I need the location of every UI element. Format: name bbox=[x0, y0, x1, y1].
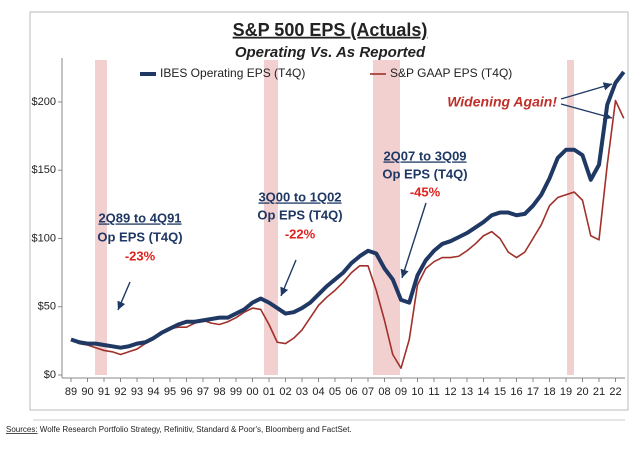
x-tick-label: 22 bbox=[609, 386, 621, 398]
x-tick-label: 18 bbox=[543, 386, 555, 398]
x-tick-label: 17 bbox=[527, 386, 539, 398]
x-tick-label: 09 bbox=[395, 386, 407, 398]
x-tick-label: 05 bbox=[329, 386, 341, 398]
annotation-period: 2Q89 to 4Q91 bbox=[98, 210, 181, 225]
x-tick-label: 13 bbox=[461, 386, 473, 398]
y-tick-label: $200 bbox=[32, 96, 56, 108]
arrow bbox=[280, 259, 297, 297]
arrow bbox=[400, 202, 427, 279]
y-tick-label: $150 bbox=[32, 164, 56, 176]
recession-band bbox=[373, 60, 400, 375]
x-tick-label: 02 bbox=[279, 386, 291, 398]
x-tick-label: 01 bbox=[263, 386, 275, 398]
annotation-metric: Op EPS (T4Q) bbox=[257, 207, 342, 222]
annotation-arrows bbox=[117, 82, 613, 311]
chart-subtitle: Operating Vs. As Reported bbox=[235, 44, 426, 61]
x-tick-label: 00 bbox=[246, 386, 258, 398]
annotation-change: -45% bbox=[410, 184, 441, 199]
legend-label: S&P GAAP EPS (T4Q) bbox=[390, 66, 512, 80]
annotation-metric: Op EPS (T4Q) bbox=[382, 166, 467, 181]
annotation-text: Widening Again! bbox=[447, 94, 557, 110]
x-tick-label: 98 bbox=[213, 386, 225, 398]
arrow bbox=[560, 103, 613, 120]
x-tick-label: 12 bbox=[444, 386, 456, 398]
y-tick-label: $0 bbox=[44, 369, 56, 381]
x-tick-label: 06 bbox=[345, 386, 357, 398]
footer-label: Sources: bbox=[6, 425, 38, 434]
x-tick-label: 07 bbox=[362, 386, 374, 398]
annotation-period: 2Q07 to 3Q09 bbox=[383, 148, 466, 163]
chart-title: S&P 500 EPS (Actuals) bbox=[233, 20, 428, 40]
arrow bbox=[117, 281, 131, 311]
x-tick-label: 94 bbox=[147, 386, 159, 398]
arrow bbox=[560, 82, 613, 100]
x-tick-label: 04 bbox=[312, 386, 324, 398]
annotation-change: -22% bbox=[285, 226, 316, 241]
y-tick-label: $100 bbox=[32, 232, 56, 244]
recession-band bbox=[567, 60, 574, 375]
x-tick-label: 03 bbox=[296, 386, 308, 398]
x-tick-label: 21 bbox=[593, 386, 605, 398]
x-tick-label: 90 bbox=[81, 386, 93, 398]
x-tick-label: 91 bbox=[98, 386, 110, 398]
annotation-change: -23% bbox=[125, 248, 156, 263]
x-tick-label: 19 bbox=[560, 386, 572, 398]
footer-text: Wolfe Research Portfolio Strategy, Refin… bbox=[38, 425, 352, 434]
x-tick-label: 16 bbox=[510, 386, 522, 398]
recession-bands bbox=[95, 60, 574, 375]
x-tick-label: 93 bbox=[131, 386, 143, 398]
x-tick-label: 95 bbox=[164, 386, 176, 398]
annotation-period: 3Q00 to 1Q02 bbox=[258, 189, 341, 204]
x-tick-label: 89 bbox=[65, 386, 77, 398]
series-line bbox=[70, 70, 626, 350]
recession-band bbox=[95, 60, 107, 375]
x-tick-label: 08 bbox=[378, 386, 390, 398]
footer: Sources: Wolfe Research Portfolio Strate… bbox=[6, 425, 352, 434]
x-tick-label: 92 bbox=[114, 386, 126, 398]
legend-label: IBES Operating EPS (T4Q) bbox=[160, 66, 305, 80]
recession-band bbox=[264, 60, 278, 375]
x-tick-label: 96 bbox=[180, 386, 192, 398]
x-tick-label: 20 bbox=[576, 386, 588, 398]
y-tick-label: $50 bbox=[38, 301, 56, 313]
x-tick-label: 15 bbox=[494, 386, 506, 398]
x-tick-label: 11 bbox=[428, 386, 439, 398]
x-tick-label: 99 bbox=[230, 386, 242, 398]
x-tick-label: 14 bbox=[477, 386, 489, 398]
x-tick-label: 10 bbox=[411, 386, 423, 398]
annotation-metric: Op EPS (T4Q) bbox=[97, 229, 182, 244]
x-tick-label: 97 bbox=[197, 386, 209, 398]
